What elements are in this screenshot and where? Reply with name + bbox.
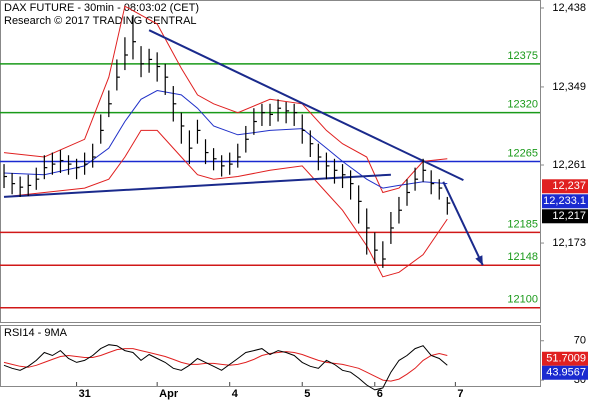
level-label: 12320: [507, 99, 538, 111]
price-label-box: [542, 209, 588, 224]
x-tick-label: 6: [377, 388, 383, 400]
price-label: 12,217: [552, 210, 586, 222]
bollinger-middle: [3, 89, 448, 189]
level-label: 12185: [507, 218, 538, 230]
y-tick-label: 12,261: [552, 159, 586, 171]
y-tick-label: 12,438: [552, 2, 586, 14]
rsi-panel: [0, 325, 541, 387]
x-tick-label: 7: [457, 388, 463, 400]
rsi-tick-label: 70: [574, 335, 586, 347]
bollinger-lower: [3, 129, 448, 278]
y-tick-label: 12,173: [552, 237, 586, 249]
x-tick-label: 5: [304, 388, 310, 400]
rsi-title: RSI14 - 9MA: [4, 327, 68, 339]
forecast-arrow: [442, 181, 484, 266]
arrow-head: [475, 255, 483, 266]
y-tick-label: 12,349: [552, 81, 586, 93]
chart-subtitle: Research © 2017 TRADING CENTRAL: [4, 15, 197, 27]
level-label: 12375: [507, 50, 538, 62]
level-label: 12100: [507, 294, 538, 306]
x-tick-label: Apr: [159, 388, 179, 400]
x-tick-label: 4: [232, 388, 239, 400]
price-label-box: [542, 194, 588, 209]
price-label-box: [542, 179, 588, 194]
chart-title: DAX FUTURE - 30min - 08:03:02 (CET): [4, 2, 199, 14]
rsi-label: 43.9567: [546, 367, 586, 379]
price-label: 12,237: [552, 180, 586, 192]
x-tick-label: 31: [79, 388, 91, 400]
rsi-label-box: [542, 351, 588, 366]
rsi-label: 51.7009: [546, 353, 586, 365]
rsi-ma-line: [3, 348, 448, 382]
level-label: 12265: [507, 147, 538, 159]
trendline: [148, 29, 464, 182]
rsi-label-box: [542, 365, 588, 380]
level-label: 12148: [507, 251, 538, 263]
rsi-line: [3, 344, 448, 391]
price-label: 12,233.1: [543, 195, 586, 207]
